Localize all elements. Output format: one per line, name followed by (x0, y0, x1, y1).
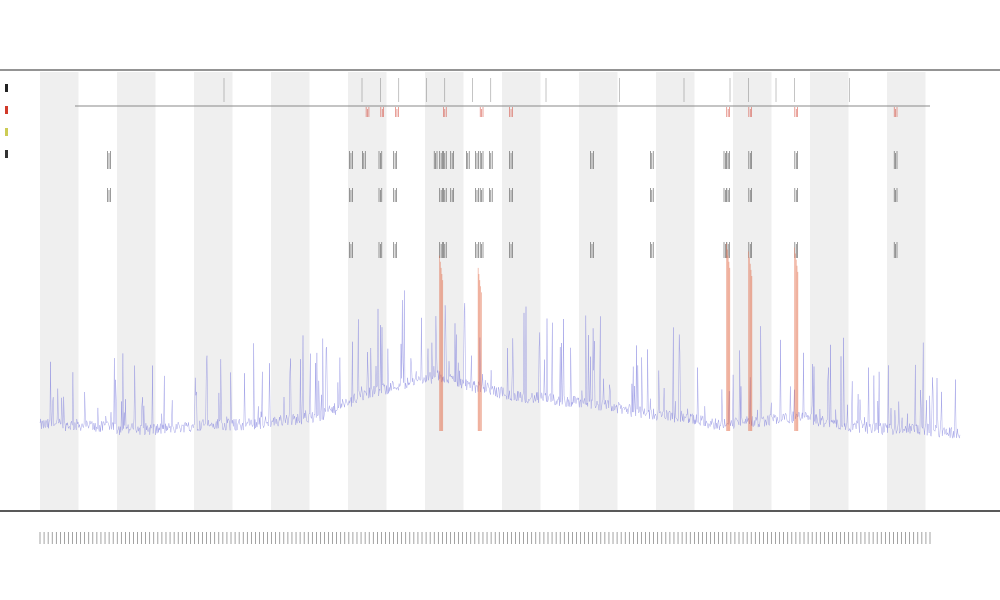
spike (477, 267, 482, 432)
background-band (425, 72, 464, 510)
spike (748, 251, 753, 432)
background-band (117, 72, 156, 510)
legend-swatch (5, 150, 8, 158)
background-band (271, 72, 310, 510)
background-band (502, 72, 541, 510)
spike (726, 243, 731, 432)
series-layer (39, 243, 961, 439)
background-band (810, 72, 849, 510)
background-bands (40, 72, 926, 510)
legend-swatch (5, 106, 8, 114)
spike (439, 255, 444, 432)
background-band (579, 72, 618, 510)
x-tick-labels (39, 532, 931, 544)
spike (794, 247, 799, 432)
legend (5, 84, 8, 158)
background-band (348, 72, 387, 510)
series-line (39, 290, 961, 439)
legend-swatch (5, 84, 8, 92)
legend-swatch (5, 128, 8, 136)
background-band (40, 72, 79, 510)
plot-frame (0, 69, 1000, 512)
background-band (656, 72, 695, 510)
background-band (733, 72, 772, 510)
background-band (887, 72, 926, 510)
background-band (194, 72, 233, 510)
